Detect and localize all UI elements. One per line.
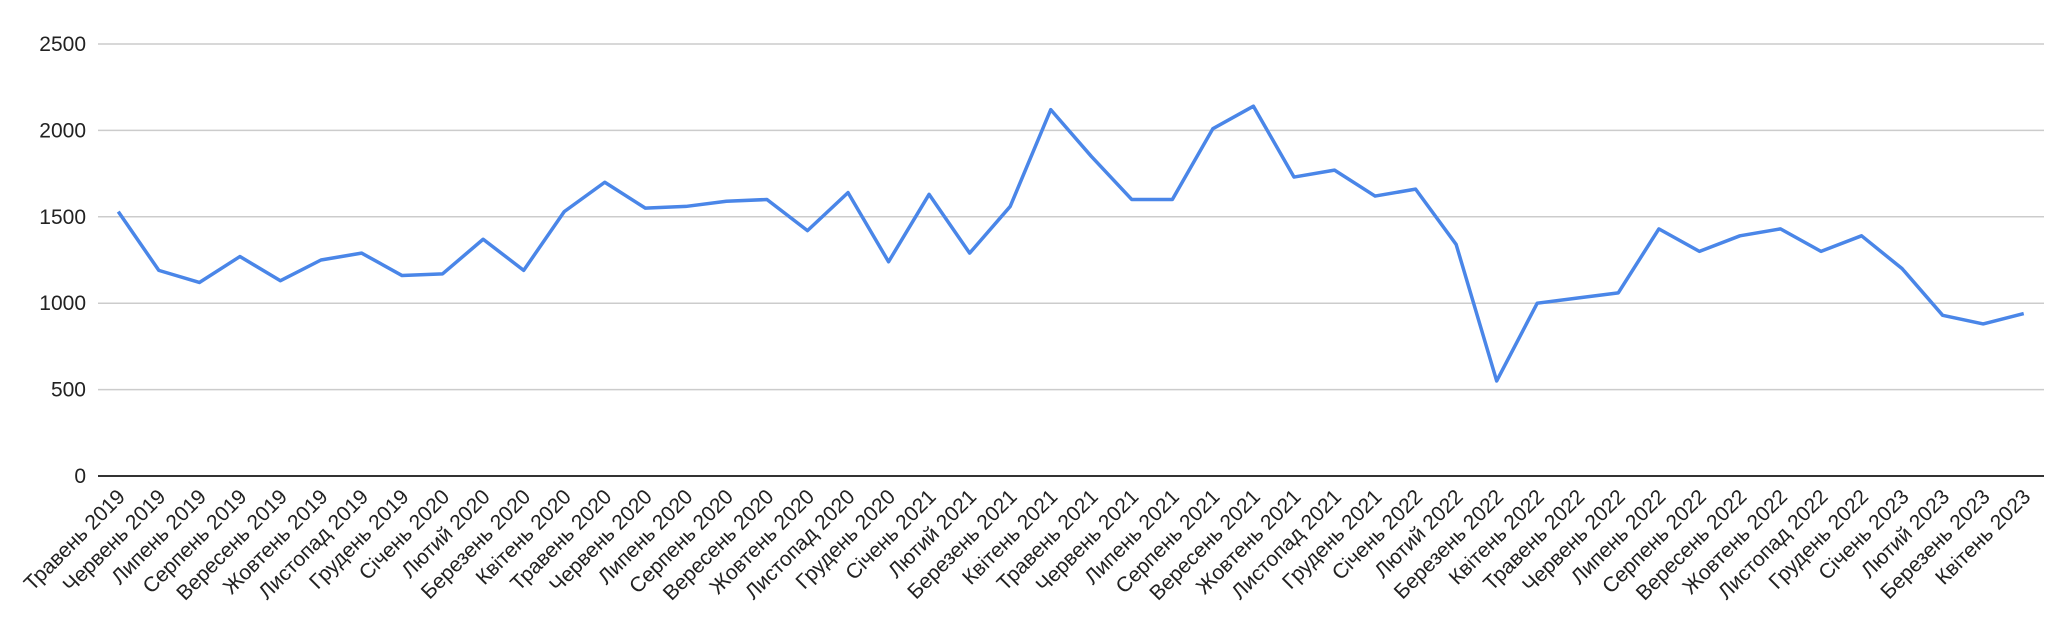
y-tick-label: 1000 <box>39 292 86 315</box>
y-tick-label: 1500 <box>39 206 86 229</box>
y-tick-label: 2000 <box>39 119 86 142</box>
data-line <box>116 104 2025 383</box>
y-tick-label: 500 <box>51 379 86 402</box>
y-tick-label: 0 <box>74 465 86 488</box>
y-tick-label: 2500 <box>39 33 86 56</box>
